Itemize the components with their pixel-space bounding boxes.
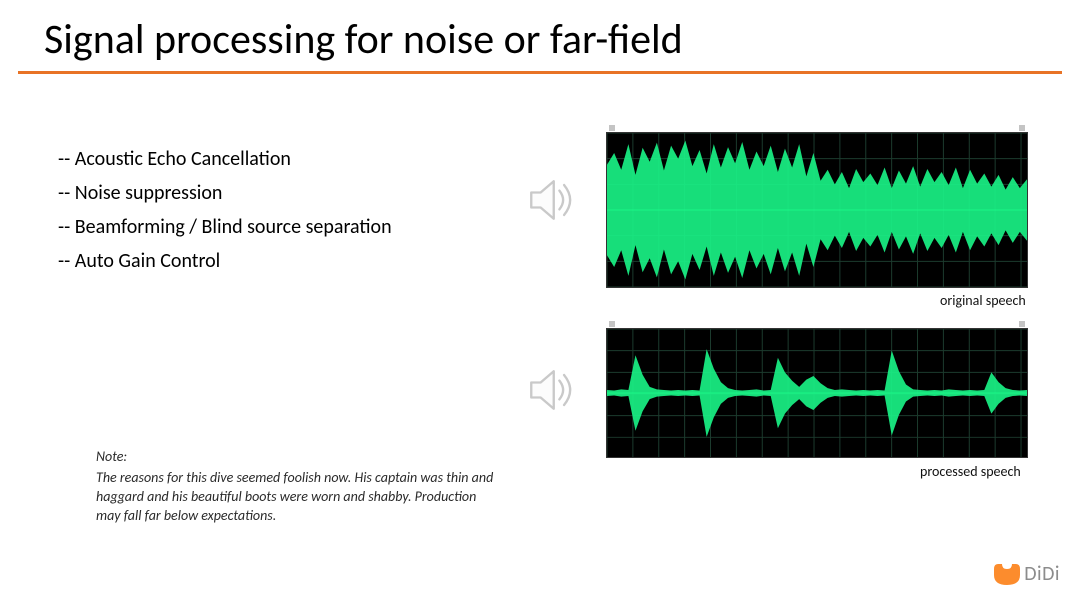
slide-title: Signal processing for noise or far-field: [0, 0, 1080, 69]
note-body: The reasons for this dive seemed foolish…: [96, 469, 496, 526]
divider: [18, 71, 1062, 74]
brand-text: DiDi: [1024, 562, 1060, 586]
speaker-icon: [520, 170, 580, 230]
waveform-processed: [606, 328, 1028, 458]
note-block: Note: The reasons for this dive seemed f…: [96, 448, 496, 526]
caption-original: original speech: [940, 292, 1026, 309]
bullet-2: Noise suppression: [58, 176, 392, 210]
content-area: Acoustic Echo Cancellation Noise suppres…: [0, 96, 1080, 606]
brand-logo: DiDi: [994, 562, 1060, 586]
bullet-4: Auto Gain Control: [58, 244, 392, 278]
caption-processed: processed speech: [920, 463, 1021, 480]
waveform-original: [606, 132, 1028, 288]
speaker-icon: [520, 360, 580, 420]
bullet-list: Acoustic Echo Cancellation Noise suppres…: [58, 142, 392, 278]
bullet-3: Beamforming / Blind source separation: [58, 210, 392, 244]
bullet-1: Acoustic Echo Cancellation: [58, 142, 392, 176]
note-heading: Note:: [96, 448, 496, 467]
